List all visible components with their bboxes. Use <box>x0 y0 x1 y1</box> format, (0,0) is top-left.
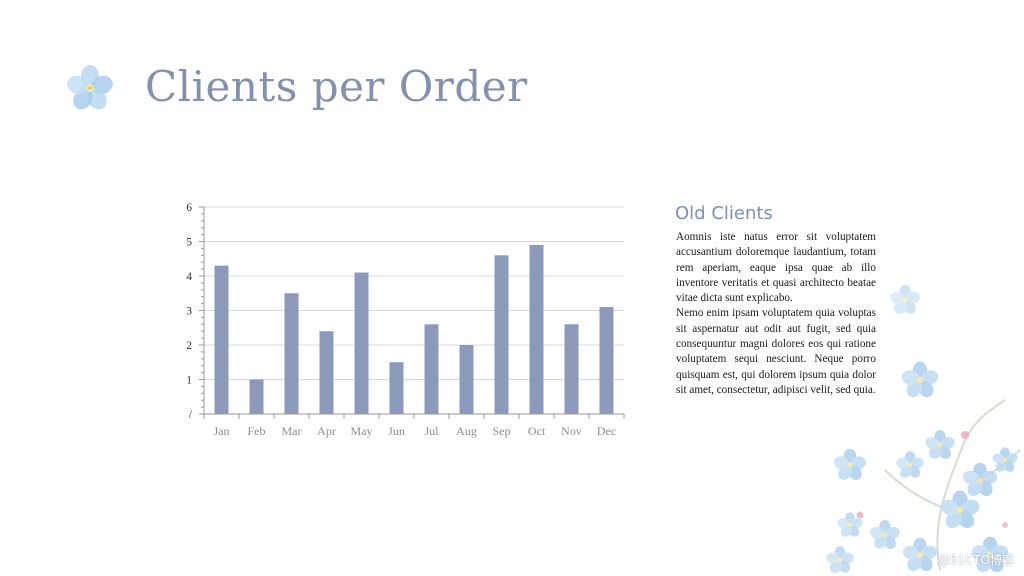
y-tick-label: 1 <box>186 375 192 387</box>
bar-apr <box>319 331 334 414</box>
x-tick-label: Jun <box>388 424 405 438</box>
x-tick-label: Dec <box>597 424 616 438</box>
bar-jan <box>214 265 229 414</box>
gridlines <box>204 206 624 380</box>
bar-dec <box>599 307 614 414</box>
x-tick-label: Feb <box>248 424 266 438</box>
x-tick-label: Sep <box>493 424 511 438</box>
y-tick-label: / <box>189 409 193 421</box>
bar-jun <box>389 362 404 414</box>
x-tick-label: Jul <box>424 424 439 438</box>
paragraph-1: Aomnis iste natus error sit voluptatem a… <box>676 231 876 305</box>
bar-feb <box>249 379 264 414</box>
page-title: Clients per Order <box>145 62 528 111</box>
bar-jul <box>424 324 439 414</box>
bar-may <box>354 272 369 414</box>
y-tick-label: 2 <box>186 340 192 352</box>
x-tick-label: Nov <box>561 424 582 438</box>
y-tick-label: 4 <box>186 271 192 283</box>
x-tick-label: Aug <box>456 424 477 438</box>
watermark: @51CTO博客 <box>937 553 1014 567</box>
paragraph-2: Nemo enim ipsam voluptatem quia voluptas… <box>676 307 876 396</box>
bars <box>214 244 614 414</box>
y-tick-labels: / 1 2 3 4 5 6 <box>186 202 193 421</box>
x-tick-label: Jan <box>214 424 230 438</box>
bar-nov <box>564 324 579 414</box>
side-text: Aomnis iste natus error sit voluptatem a… <box>676 230 876 398</box>
x-tick-labels: Jan Feb Mar Apr May Jun Jul Aug Sep Oct Nov Dec <box>214 424 617 438</box>
forget-me-not-flower-icon <box>67 65 113 110</box>
x-tick-label: May <box>351 424 373 438</box>
x-tick-label: Apr <box>317 424 336 438</box>
axes <box>199 206 625 419</box>
y-tick-label: 3 <box>186 306 192 318</box>
floral-decoration <box>824 285 1021 576</box>
bar-aug <box>459 345 474 414</box>
bar-mar <box>284 293 299 414</box>
bar-oct <box>529 244 544 414</box>
y-tick-label: 6 <box>186 202 192 214</box>
bar-chart: / 1 2 3 4 5 6 Jan Feb Mar Apr May Jun Jul Aug Sep Oct No… <box>186 202 625 438</box>
bar-sep <box>494 255 509 414</box>
x-tick-label: Mar <box>282 424 302 438</box>
x-tick-label: Oct <box>528 424 546 438</box>
y-tick-label: 5 <box>186 237 192 249</box>
side-heading: Old Clients <box>675 203 773 224</box>
